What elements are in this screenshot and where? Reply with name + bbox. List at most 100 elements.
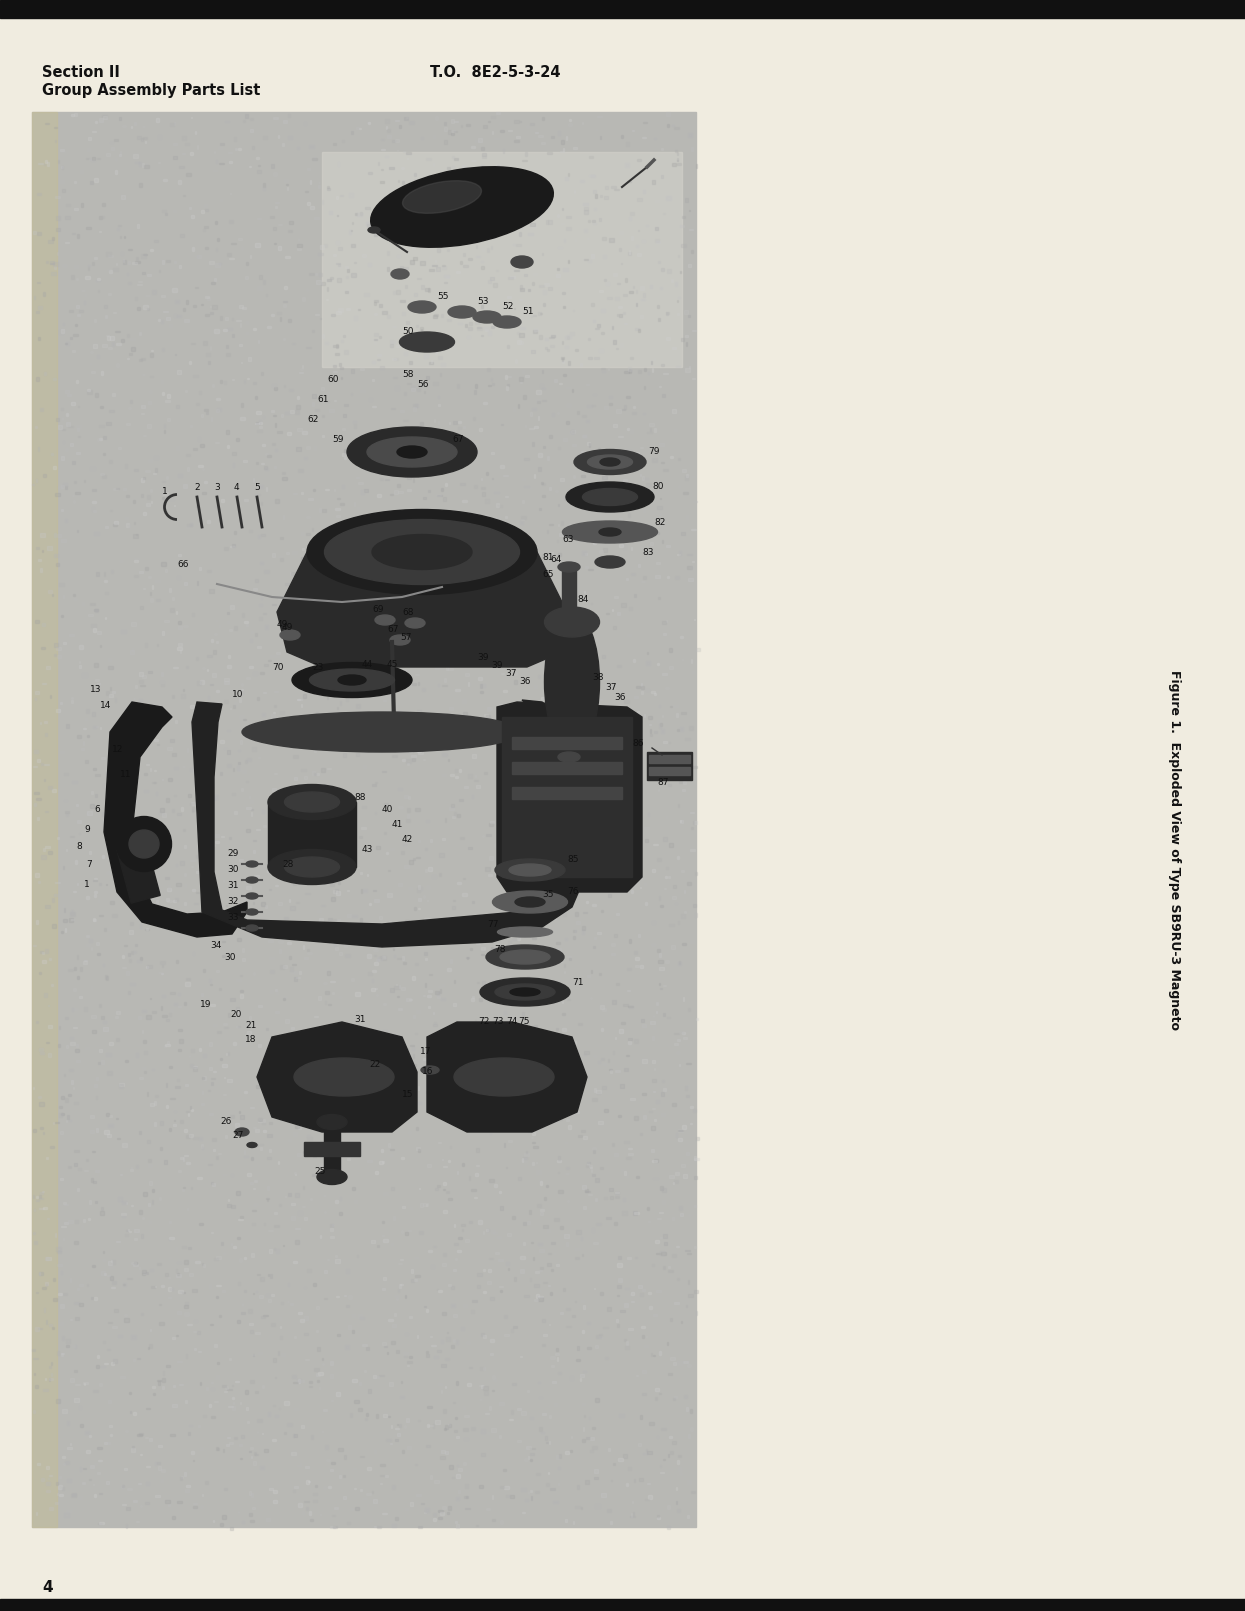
Bar <box>469 232 472 235</box>
Bar <box>56 562 59 565</box>
Bar <box>635 728 636 731</box>
Bar <box>659 443 664 446</box>
Bar <box>291 1216 295 1220</box>
Bar <box>115 522 118 524</box>
Bar <box>608 1448 610 1452</box>
Bar <box>693 1205 696 1207</box>
Bar <box>312 1493 317 1495</box>
Ellipse shape <box>367 437 457 467</box>
Bar <box>620 343 624 346</box>
Bar <box>127 358 128 359</box>
Bar <box>93 894 96 897</box>
Bar <box>426 158 431 159</box>
Ellipse shape <box>375 615 395 625</box>
Bar <box>428 269 433 272</box>
Bar <box>149 1181 152 1186</box>
Bar <box>91 1178 93 1181</box>
Bar <box>166 878 169 880</box>
Text: 3: 3 <box>214 483 220 491</box>
Bar <box>594 496 599 501</box>
Bar <box>351 1187 355 1191</box>
Bar <box>458 1237 462 1239</box>
Bar <box>543 1073 545 1076</box>
Bar <box>687 1481 691 1484</box>
Bar <box>195 504 199 506</box>
Bar <box>365 488 369 491</box>
Bar <box>259 1044 260 1047</box>
Bar <box>591 1099 596 1102</box>
Bar <box>631 235 632 240</box>
Bar <box>52 925 56 928</box>
Bar <box>691 250 693 253</box>
Bar <box>616 983 619 984</box>
Bar <box>250 920 253 925</box>
Bar <box>158 319 159 321</box>
Bar <box>497 905 499 907</box>
Bar <box>266 1518 270 1521</box>
Bar <box>268 1081 270 1083</box>
Bar <box>481 1042 483 1046</box>
Bar <box>514 119 519 124</box>
Bar <box>686 475 688 477</box>
Bar <box>115 158 117 161</box>
Bar <box>100 644 101 648</box>
Bar <box>603 1007 606 1012</box>
Bar <box>585 553 586 556</box>
Bar <box>366 735 371 736</box>
Bar <box>136 258 138 261</box>
Bar <box>188 1247 190 1249</box>
Bar <box>436 667 438 669</box>
Bar <box>481 1385 483 1387</box>
Bar <box>647 372 650 374</box>
Bar <box>417 205 421 206</box>
Bar <box>487 1432 489 1434</box>
Bar <box>443 140 447 143</box>
Bar <box>635 950 636 954</box>
Bar <box>179 862 184 865</box>
Bar <box>568 712 573 714</box>
Bar <box>186 667 188 669</box>
Bar <box>245 275 248 279</box>
Bar <box>428 1073 432 1078</box>
Bar <box>154 1095 158 1097</box>
Text: 52: 52 <box>502 301 513 311</box>
Bar <box>278 432 283 433</box>
Bar <box>553 1039 555 1042</box>
Bar <box>520 533 522 536</box>
Bar <box>544 625 545 628</box>
Bar <box>631 548 632 549</box>
Bar <box>532 783 534 786</box>
Bar <box>681 870 685 872</box>
Bar <box>463 598 466 603</box>
Bar <box>494 517 497 519</box>
Bar <box>357 928 362 930</box>
Bar <box>466 1484 468 1487</box>
Bar <box>366 683 370 685</box>
Bar <box>55 197 60 198</box>
Bar <box>176 611 177 614</box>
Bar <box>452 156 454 158</box>
Bar <box>626 449 630 451</box>
Bar <box>377 1054 380 1057</box>
Bar <box>304 1142 360 1157</box>
Bar <box>276 1112 280 1115</box>
Bar <box>421 469 425 470</box>
Bar <box>212 797 214 801</box>
Bar <box>382 736 383 739</box>
Bar <box>421 261 425 264</box>
Bar <box>684 1361 687 1363</box>
Bar <box>337 1021 342 1023</box>
Bar <box>66 342 68 345</box>
Bar <box>299 590 301 593</box>
Bar <box>291 572 295 575</box>
Bar <box>625 719 630 722</box>
Bar <box>62 1410 67 1413</box>
Bar <box>547 1058 549 1060</box>
Bar <box>423 894 426 897</box>
Bar <box>132 622 136 627</box>
Bar <box>132 1447 133 1448</box>
Bar <box>324 1410 327 1411</box>
Bar <box>478 1025 482 1028</box>
Bar <box>306 1269 310 1271</box>
Bar <box>162 994 166 997</box>
